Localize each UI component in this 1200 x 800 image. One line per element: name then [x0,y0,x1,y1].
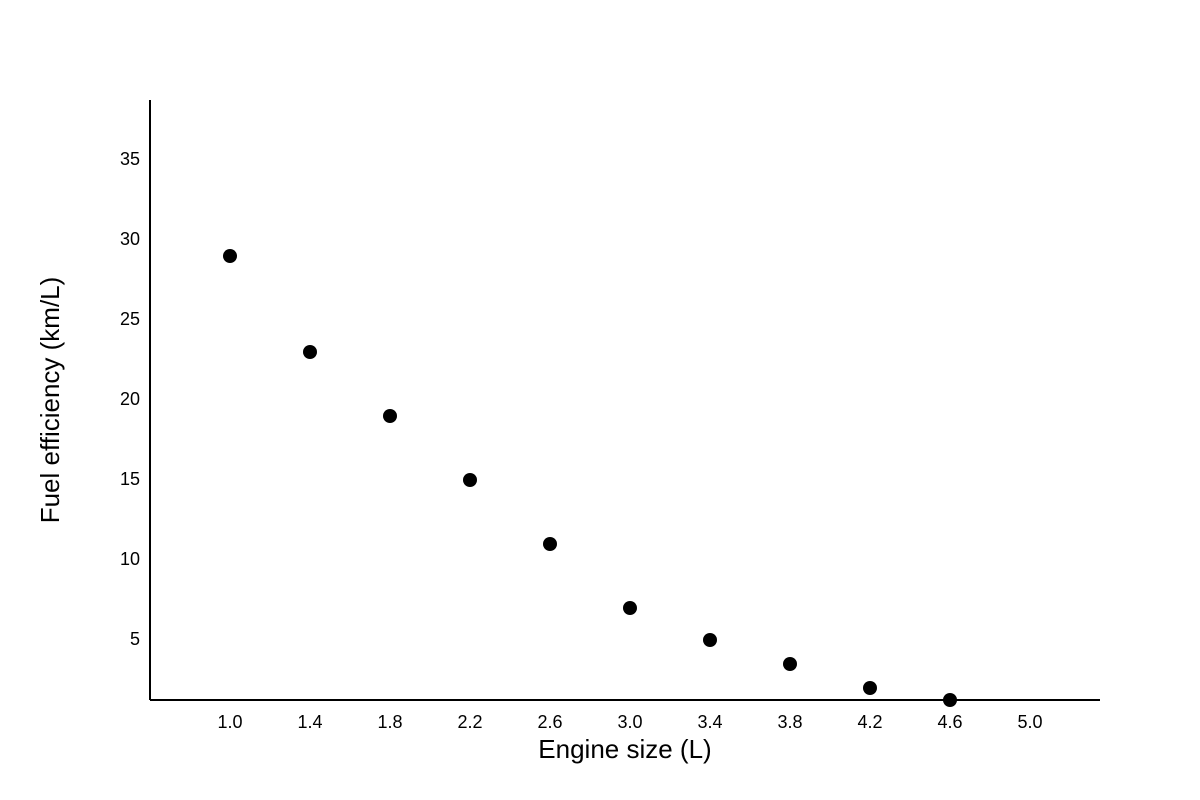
y-tick-label: 20 [120,389,140,409]
scatter-point [303,345,317,359]
scatter-point [943,693,957,707]
x-tick-label: 1.8 [377,712,402,732]
x-tick-label: 1.0 [217,712,242,732]
scatter-point [863,681,877,695]
scatter-point [623,601,637,615]
x-tick-label: 2.2 [457,712,482,732]
y-tick-label: 25 [120,309,140,329]
y-tick-label: 15 [120,469,140,489]
x-tick-label: 4.2 [857,712,882,732]
scatter-point [783,657,797,671]
scatter-point [703,633,717,647]
x-tick-label: 1.4 [297,712,322,732]
scatter-point [463,473,477,487]
y-tick-label: 10 [120,549,140,569]
x-axis-title: Engine size (L) [538,734,711,764]
x-tick-label: 3.8 [777,712,802,732]
scatter-point [543,537,557,551]
x-tick-label: 5.0 [1017,712,1042,732]
x-tick-label: 3.4 [697,712,722,732]
x-tick-label: 2.6 [537,712,562,732]
y-tick-label: 30 [120,229,140,249]
y-tick-label: 5 [130,629,140,649]
y-axis-title: Fuel efficiency (km/L) [35,277,65,524]
x-tick-label: 4.6 [937,712,962,732]
x-tick-label: 3.0 [617,712,642,732]
scatter-point [223,249,237,263]
scatter-point [383,409,397,423]
y-tick-label: 35 [120,149,140,169]
